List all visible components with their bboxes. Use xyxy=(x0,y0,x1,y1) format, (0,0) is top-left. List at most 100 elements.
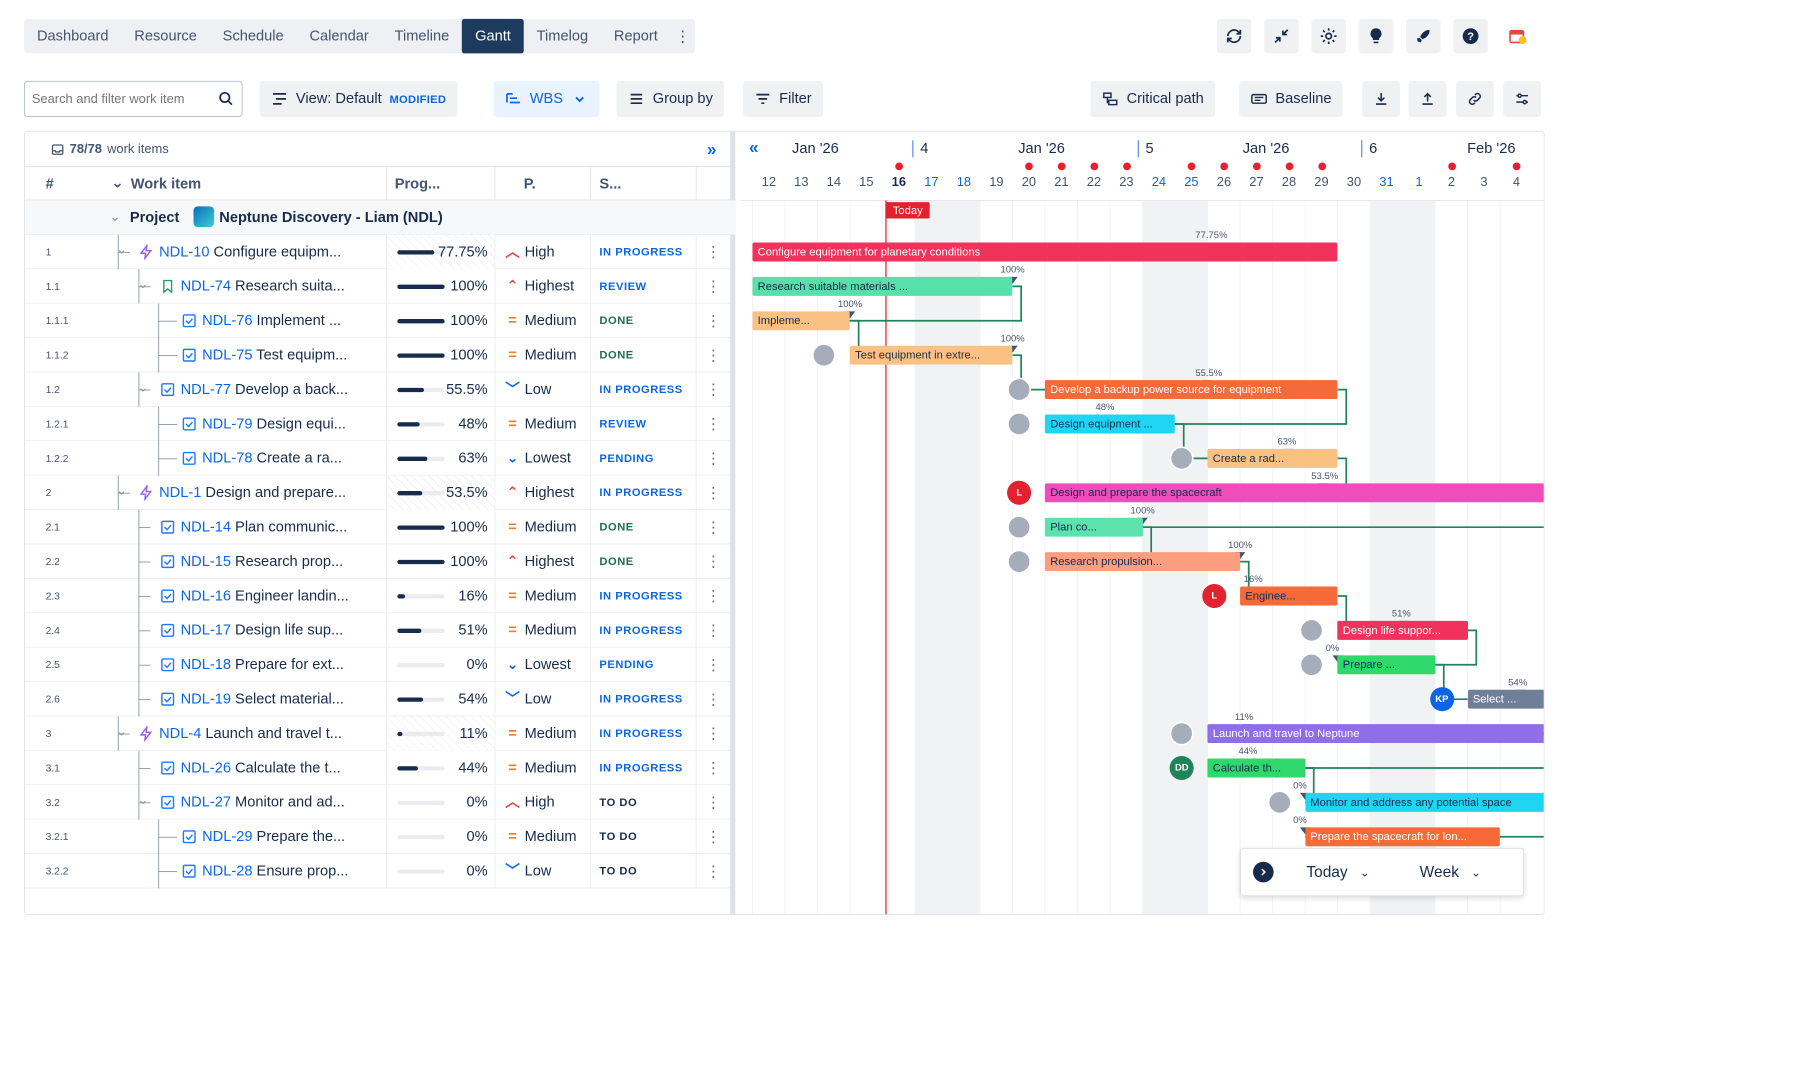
search-icon[interactable] xyxy=(218,90,235,107)
refresh-icon[interactable] xyxy=(1216,18,1252,54)
table-row[interactable]: 1.2.2 NDL-78 Create a ra... 63% ⌄ Lowest … xyxy=(24,441,731,476)
priority-cell[interactable]: ⌃ Highest xyxy=(494,269,590,304)
link-button[interactable] xyxy=(1455,80,1494,117)
issue-title[interactable]: Implement ... xyxy=(256,312,342,329)
gear-icon[interactable] xyxy=(1311,18,1346,54)
row-menu-icon[interactable]: ⋮ xyxy=(695,509,730,545)
issue-key[interactable]: NDL-19 xyxy=(180,690,231,707)
issue-title[interactable]: Launch and travel t... xyxy=(205,724,342,742)
col-progress-header[interactable]: Prog... xyxy=(394,175,441,192)
priority-cell[interactable]: ﹀ Low xyxy=(494,372,590,407)
assignee-avatar[interactable]: L xyxy=(1202,583,1227,609)
col-work-item-header[interactable]: Work item xyxy=(130,175,202,192)
status-cell[interactable]: DONE xyxy=(589,303,696,338)
assignee-avatar[interactable]: DD xyxy=(1169,755,1194,781)
row-menu-icon[interactable]: ⋮ xyxy=(695,372,730,407)
issue-key[interactable]: NDL-79 xyxy=(202,415,253,432)
priority-cell[interactable]: = Medium xyxy=(494,716,590,751)
issue-key[interactable]: NDL-16 xyxy=(180,587,231,604)
issue-title[interactable]: Prepare the... xyxy=(256,828,346,845)
row-menu-icon[interactable]: ⋮ xyxy=(695,750,730,786)
status-badge[interactable]: IN PROGRESS xyxy=(599,761,683,774)
gantt-bar[interactable]: Design equipment ... xyxy=(1045,414,1176,434)
table-row[interactable]: 1 ⌄ NDL-10 Configure equipm... 77.75% ︿ Hi… xyxy=(24,234,731,270)
assignee-photo-avatar[interactable] xyxy=(1299,652,1324,677)
row-menu-icon[interactable]: ⋮ xyxy=(695,681,730,717)
chevron-down-icon[interactable]: ⌄ xyxy=(116,724,127,739)
scale-select[interactable]: Week ⌄ xyxy=(1420,863,1481,881)
priority-cell[interactable]: ﹀ Low xyxy=(494,853,590,889)
gantt-bar[interactable]: Plan co... xyxy=(1045,517,1143,537)
status-badge[interactable]: REVIEW xyxy=(599,279,647,293)
status-cell[interactable]: TO DO xyxy=(589,853,696,889)
priority-cell[interactable]: = Medium xyxy=(494,578,590,614)
gantt-bar[interactable]: Launch and travel to Neptune xyxy=(1207,724,1544,744)
tab-dashboard[interactable]: Dashboard xyxy=(36,27,109,44)
priority-cell[interactable]: = Medium xyxy=(494,406,590,442)
status-badge[interactable]: IN PROGRESS xyxy=(599,245,683,258)
row-menu-icon[interactable]: ⋮ xyxy=(695,647,730,682)
chevron-down-icon[interactable]: ⌄ xyxy=(137,276,149,292)
issue-key[interactable]: NDL-76 xyxy=(202,312,253,329)
status-badge[interactable]: DONE xyxy=(599,520,634,534)
table-row[interactable]: 1.1 ⌄ NDL-74 Research suita... 100% ⌃ High… xyxy=(24,269,731,304)
issue-title[interactable]: Research suita... xyxy=(235,277,345,295)
status-cell[interactable]: IN PROGRESS xyxy=(589,234,696,270)
tab-calendar[interactable]: Calendar xyxy=(309,27,369,44)
tab-schedule[interactable]: Schedule xyxy=(222,27,284,44)
status-cell[interactable]: IN PROGRESS xyxy=(589,372,696,407)
calendar-clock-icon[interactable] xyxy=(1500,18,1536,54)
priority-cell[interactable]: ⌄ Lowest xyxy=(494,647,590,682)
status-cell[interactable]: REVIEW xyxy=(589,406,696,442)
row-menu-icon[interactable]: ⋮ xyxy=(695,578,730,614)
collapse-all-icon[interactable]: ⌄ xyxy=(110,173,124,191)
table-row[interactable]: 1.1.1 NDL-76 Implement ... 100% = Medium … xyxy=(24,303,731,338)
issue-key[interactable]: NDL-75 xyxy=(202,346,253,363)
issue-key[interactable]: NDL-18 xyxy=(180,656,231,673)
issue-key[interactable]: NDL-10 xyxy=(159,243,210,260)
gantt-bar[interactable]: Configure equipment for planetary condit… xyxy=(752,242,1338,262)
issue-key[interactable]: NDL-28 xyxy=(202,862,253,879)
row-menu-icon[interactable]: ⋮ xyxy=(695,785,730,820)
status-badge[interactable]: DONE xyxy=(599,554,634,568)
issue-title[interactable]: Monitor and ad... xyxy=(235,793,345,811)
baseline-button[interactable]: Baseline xyxy=(1239,80,1343,117)
scroll-left-icon[interactable]: « xyxy=(749,138,759,158)
download-button[interactable] xyxy=(1362,80,1401,117)
gantt-bar[interactable]: Calculate th... xyxy=(1207,758,1306,778)
gantt-bar[interactable]: Design and prepare the spacecraft xyxy=(1045,483,1544,503)
issue-title[interactable]: Engineer landin... xyxy=(235,587,349,604)
gantt-bar[interactable]: Monitor and address any potential space xyxy=(1305,792,1544,812)
status-cell[interactable]: TO DO xyxy=(589,819,696,854)
today-select[interactable]: Today ⌄ xyxy=(1306,863,1369,881)
row-menu-icon[interactable]: ⋮ xyxy=(695,544,730,579)
chevron-down-icon[interactable]: ⌄ xyxy=(109,209,121,225)
issue-title[interactable]: Calculate the t... xyxy=(235,759,341,776)
status-badge[interactable]: IN PROGRESS xyxy=(599,692,683,706)
issue-title[interactable]: Develop a back... xyxy=(235,380,349,398)
status-badge[interactable]: TO DO xyxy=(599,829,638,843)
priority-cell[interactable]: = Medium xyxy=(494,337,590,373)
assignee-photo-avatar[interactable] xyxy=(1299,618,1324,643)
issue-key[interactable]: NDL-14 xyxy=(180,518,231,535)
gantt-bar[interactable]: Prepare ... xyxy=(1337,655,1436,675)
table-row[interactable]: 2.1 NDL-14 Plan communic... 100% = Medium… xyxy=(24,509,731,545)
table-row[interactable]: 2.5 NDL-18 Prepare for ext... 0% ⌄ Lowest… xyxy=(24,647,731,682)
status-cell[interactable]: IN PROGRESS xyxy=(589,475,696,510)
priority-cell[interactable]: ⌃ Highest xyxy=(494,475,590,510)
table-row[interactable]: 2 ⌄ NDL-1 Design and prepare... 53.5% ⌃ Hi… xyxy=(24,475,731,510)
gantt-bar[interactable]: Research propulsion... xyxy=(1045,552,1241,572)
status-cell[interactable]: DONE xyxy=(589,337,696,373)
settings-sliders-button[interactable] xyxy=(1503,80,1542,117)
status-badge[interactable]: PENDING xyxy=(599,657,654,671)
issue-title[interactable]: Select material... xyxy=(235,690,344,707)
status-cell[interactable]: IN PROGRESS xyxy=(589,750,696,786)
table-row[interactable]: 1.1.2 NDL-75 Test equipm... 100% = Medium… xyxy=(24,337,731,373)
priority-cell[interactable]: ︿ High xyxy=(494,785,590,820)
more-tabs-icon[interactable]: ⋮ xyxy=(675,27,691,45)
status-cell[interactable]: IN PROGRESS xyxy=(589,613,696,648)
status-badge[interactable]: IN PROGRESS xyxy=(599,726,683,740)
status-badge[interactable]: TO DO xyxy=(599,795,638,809)
issue-key[interactable]: NDL-77 xyxy=(180,380,231,398)
tab-resource[interactable]: Resource xyxy=(134,27,197,44)
